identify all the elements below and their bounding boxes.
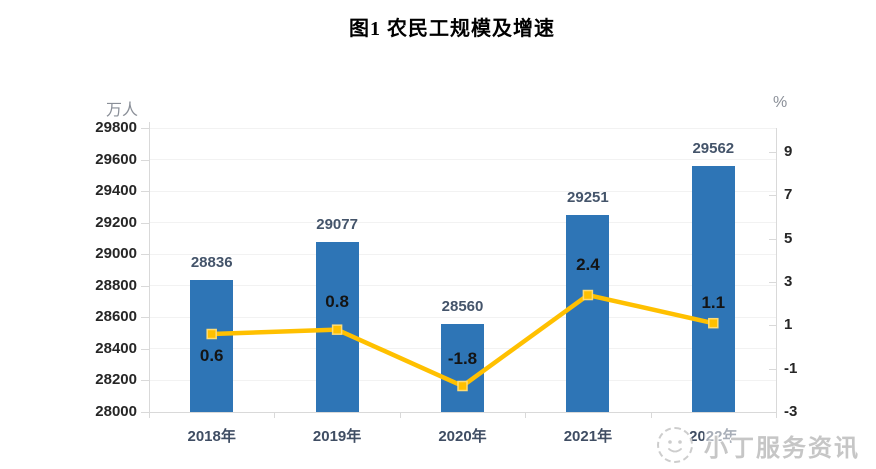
gridline [149,317,776,318]
left-tick-mark [141,285,149,287]
watermark-text: 小丁服务资讯 [704,427,860,463]
y-axis-tick-label-right: 9 [784,143,793,161]
bar [691,165,735,412]
right-tick-mark [769,412,777,413]
left-tick-mark [141,159,149,161]
y-axis-tick-label-right: 3 [784,273,793,291]
right-tick-mark [769,368,777,370]
gridline [149,191,776,192]
left-tick-mark [141,222,149,224]
line-point-marker [582,289,594,301]
gridline [149,222,776,223]
left-tick-mark [141,254,149,256]
line-value-label: 0.6 [199,346,224,365]
y-axis-tick-label-left: 29800 [95,119,137,136]
y-axis-tick-label-right: 5 [784,229,793,247]
bar [190,280,234,412]
right-tick-mark [769,238,777,240]
y-axis-tick-label-right: -3 [784,403,798,420]
bar-value-label: 28560 [441,297,484,315]
x-axis-tick-mark [650,412,652,418]
line-value-label: 0.8 [325,291,349,311]
bar [566,214,610,412]
bar-value-label: 28836 [190,254,233,272]
right-tick-mark [769,195,777,197]
x-axis-tick-mark [149,412,150,418]
x-axis-label: 2018年 [187,428,236,445]
chart-title: 图1 农民工规模及增速 [349,18,555,40]
gridline [149,128,776,129]
line-value-label: 2.4 [576,255,600,275]
left-axis-unit-label: 万人 [106,102,139,119]
x-axis-label: 2020年 [438,428,487,445]
x-axis-tick-mark [525,412,527,418]
line-value-label: -1.8 [447,349,478,368]
y-axis-tick-label-left: 29600 [95,150,137,168]
y-axis-tick-label-left: 28200 [95,371,137,389]
left-axis-line [149,122,150,418]
right-axis-unit-label: % [773,94,788,111]
left-tick-mark [141,412,149,413]
right-tick-mark [769,152,777,154]
left-tick-mark [141,191,149,193]
x-axis-tick-mark [274,412,276,418]
right-axis-line [776,128,777,412]
y-axis-tick-label-right: 1 [784,316,793,334]
left-tick-mark [141,128,149,129]
left-tick-mark [141,348,149,350]
y-axis-tick-label-left: 28400 [95,339,137,357]
bar-value-label: 29562 [692,139,735,157]
left-tick-mark [141,317,149,319]
line-value-label: 1.1 [701,293,726,313]
growth-rate-line [206,289,719,392]
bar-value-label: 29251 [567,188,609,206]
y-axis-tick-label-left: 28600 [95,308,137,326]
x-axis-tick-mark [399,412,401,418]
y-axis-tick-label-left: 28000 [95,403,137,420]
gridline [149,254,776,255]
bar-value-label: 29077 [316,216,358,234]
gridline [149,285,776,286]
line-point-marker [331,324,343,335]
y-axis-tick-label-left: 29000 [95,245,137,263]
right-tick-mark [769,282,777,284]
line-segment [211,292,714,389]
line-point-marker [708,317,719,329]
x-axis-label: 2019年 [312,428,362,445]
right-tick-mark [769,325,777,327]
y-axis-tick-label-right: 7 [784,186,793,204]
y-axis-tick-label-left: 28800 [95,276,137,294]
watermark-face-icon [657,427,693,463]
y-axis-tick-label-left: 29400 [95,182,137,200]
y-axis-tick-label-left: 29200 [95,213,137,231]
line-point-marker [206,328,217,340]
gridline [149,159,776,160]
left-tick-mark [141,380,149,382]
x-axis-label: 2021年 [563,428,613,445]
watermark: 小丁服务资讯 [657,424,860,466]
bar [441,323,484,412]
line-point-marker [457,380,468,392]
y-axis-tick-label-right: -1 [784,359,798,377]
bottom-axis-line [149,412,777,413]
x-axis-tick-mark [776,412,777,418]
